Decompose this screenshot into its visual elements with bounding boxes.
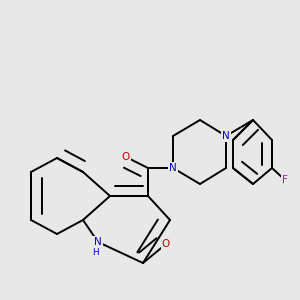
Text: O: O xyxy=(122,152,130,162)
Text: N: N xyxy=(222,131,230,141)
Text: O: O xyxy=(162,239,170,249)
Text: N: N xyxy=(169,163,177,173)
Text: F: F xyxy=(282,175,288,185)
Text: H: H xyxy=(92,248,98,257)
Text: N: N xyxy=(94,237,102,247)
